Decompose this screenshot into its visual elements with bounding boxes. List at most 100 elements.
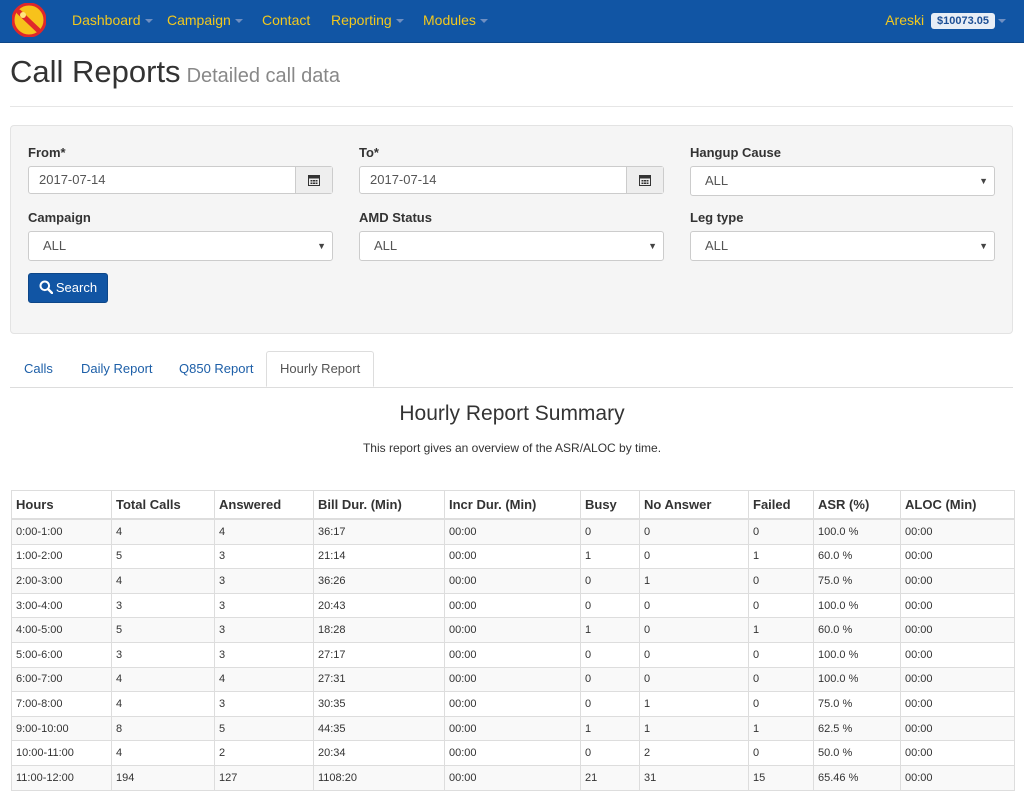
- table-body: 0:00-1:00 4 4 36:17 00:00 0 0 0 100.0 % 00:00 1:00…: [11, 518, 1015, 791]
- table-cell: 00:00: [900, 641, 1015, 668]
- table-cell: 00:00: [444, 740, 581, 766]
- table-cell: 00:00: [900, 666, 1015, 693]
- table-cell: 4: [111, 568, 215, 594]
- column-header-bill-dur[interactable]: Bill Dur. (Min): [313, 490, 445, 520]
- table-cell: 0: [639, 617, 749, 643]
- nav-dashboard[interactable]: Dashboard: [72, 0, 153, 42]
- nav-reporting-label: Reporting: [331, 12, 392, 28]
- from-date-input[interactable]: 2017-07-14: [28, 166, 333, 194]
- table-cell: 00:00: [900, 592, 1015, 619]
- calendar-icon[interactable]: [626, 167, 663, 193]
- to-date-input[interactable]: 2017-07-14: [359, 166, 664, 194]
- table-cell: 0: [580, 641, 640, 668]
- column-header-aloc[interactable]: ALOC (Min): [900, 490, 1015, 520]
- column-header-asr[interactable]: ASR (%): [813, 490, 901, 520]
- leg-type-select[interactable]: ALL ▼: [690, 231, 995, 261]
- nav-campaign[interactable]: Campaign: [167, 0, 243, 42]
- table-cell: 1108:20: [313, 764, 445, 791]
- select-arrow-icon: ▼: [648, 241, 657, 251]
- page-title: Call Reports Detailed call data: [10, 54, 340, 90]
- column-header-failed[interactable]: Failed: [748, 490, 814, 520]
- table-cell: 4:00-5:00: [11, 617, 112, 643]
- column-header-total-calls[interactable]: Total Calls: [111, 490, 215, 520]
- to-label: To*: [359, 145, 379, 160]
- nav-modules[interactable]: Modules: [423, 0, 488, 42]
- column-header-no-answer[interactable]: No Answer: [639, 490, 749, 520]
- table-cell: 0:00-1:00: [11, 518, 112, 545]
- table-cell: 60.0 %: [813, 543, 901, 570]
- table-cell: 75.0 %: [813, 568, 901, 594]
- table-cell: 20:43: [313, 592, 445, 619]
- nav-contact[interactable]: Contact: [262, 0, 310, 42]
- table-cell: 3: [214, 543, 314, 570]
- search-button[interactable]: Search: [28, 273, 108, 303]
- table-cell: 00:00: [444, 641, 581, 668]
- table-cell: 0: [639, 592, 749, 619]
- calendar-icon[interactable]: [295, 167, 332, 193]
- nav-campaign-label: Campaign: [167, 12, 231, 28]
- table-row: 6:00-7:00 4 4 27:31 00:00 0 0 0 100.0 % 00:00: [11, 666, 1015, 693]
- table-row: 4:00-5:00 5 3 18:28 00:00 1 0 1 60.0 % 00:00: [11, 617, 1015, 643]
- campaign-select[interactable]: ALL ▼: [28, 231, 333, 261]
- hourly-report-table: Hours Total Calls Answered Bill Dur. (Mi…: [11, 490, 1015, 791]
- table-cell: 5: [214, 715, 314, 742]
- user-menu[interactable]: Areski $10073.05: [885, 0, 1006, 42]
- table-cell: 62.5 %: [813, 715, 901, 742]
- table-cell: 2: [639, 740, 749, 766]
- select-arrow-icon: ▼: [317, 241, 326, 251]
- table-cell: 7:00-8:00: [11, 691, 112, 717]
- table-cell: 3: [214, 691, 314, 717]
- table-cell: 0: [580, 691, 640, 717]
- column-header-hours[interactable]: Hours: [11, 490, 112, 520]
- table-cell: 1: [639, 691, 749, 717]
- from-date-value: 2017-07-14: [39, 172, 106, 187]
- table-cell: 0: [639, 666, 749, 693]
- table-row: 2:00-3:00 4 3 36:26 00:00 0 1 0 75.0 % 00:00: [11, 568, 1015, 594]
- tab-daily-report[interactable]: Daily Report: [81, 361, 153, 376]
- table-cell: 0: [748, 740, 814, 766]
- table-cell: 100.0 %: [813, 666, 901, 693]
- table-cell: 6:00-7:00: [11, 666, 112, 693]
- select-arrow-icon: ▼: [979, 176, 988, 186]
- table-cell: 4: [111, 518, 215, 545]
- from-label: From*: [28, 145, 66, 160]
- table-cell: 0: [580, 518, 640, 545]
- table-cell: 100.0 %: [813, 518, 901, 545]
- app-logo-icon[interactable]: [12, 3, 46, 37]
- table-cell: 0: [580, 592, 640, 619]
- balance-badge: $10073.05: [931, 13, 995, 30]
- table-cell: 3:00-4:00: [11, 592, 112, 619]
- summary-title: Hourly Report Summary: [399, 402, 625, 425]
- table-cell: 2: [214, 740, 314, 766]
- table-cell: 00:00: [900, 764, 1015, 791]
- tab-hourly-report[interactable]: Hourly Report: [266, 351, 375, 387]
- nav-modules-label: Modules: [423, 12, 476, 28]
- tab-q850-report[interactable]: Q850 Report: [179, 361, 254, 376]
- table-cell: 1: [580, 543, 640, 570]
- table-row: 1:00-2:00 5 3 21:14 00:00 1 0 1 60.0 % 00:00: [11, 543, 1015, 570]
- filter-panel: From* 2017-07-14 To* 2017-07-14 Hangup C…: [10, 125, 1013, 334]
- table-cell: 21: [580, 764, 640, 791]
- amd-status-select[interactable]: ALL ▼: [359, 231, 664, 261]
- table-cell: 3: [111, 592, 215, 619]
- search-button-label: Search: [55, 280, 98, 295]
- table-cell: 10:00-11:00: [11, 740, 112, 766]
- nav-reporting[interactable]: Reporting: [331, 0, 404, 42]
- table-cell: 3: [111, 641, 215, 668]
- table-cell: 21:14: [313, 543, 445, 570]
- table-cell: 0: [748, 666, 814, 693]
- table-cell: 3: [214, 568, 314, 594]
- table-cell: 00:00: [900, 715, 1015, 742]
- column-header-busy[interactable]: Busy: [580, 490, 640, 520]
- table-cell: 0: [748, 518, 814, 545]
- table-row: 10:00-11:00 4 2 20:34 00:00 0 2 0 50.0 % 00:00: [11, 740, 1015, 766]
- table-cell: 100.0 %: [813, 641, 901, 668]
- table-row: 3:00-4:00 3 3 20:43 00:00 0 0 0 100.0 % 00:00: [11, 592, 1015, 619]
- table-cell: 31: [639, 764, 749, 791]
- column-header-incr-dur[interactable]: Incr Dur. (Min): [444, 490, 581, 520]
- table-cell: 0: [639, 641, 749, 668]
- column-header-answered[interactable]: Answered: [214, 490, 314, 520]
- hangup-cause-select[interactable]: ALL ▼: [690, 166, 995, 196]
- tab-calls[interactable]: Calls: [24, 361, 53, 376]
- table-cell: 0: [580, 568, 640, 594]
